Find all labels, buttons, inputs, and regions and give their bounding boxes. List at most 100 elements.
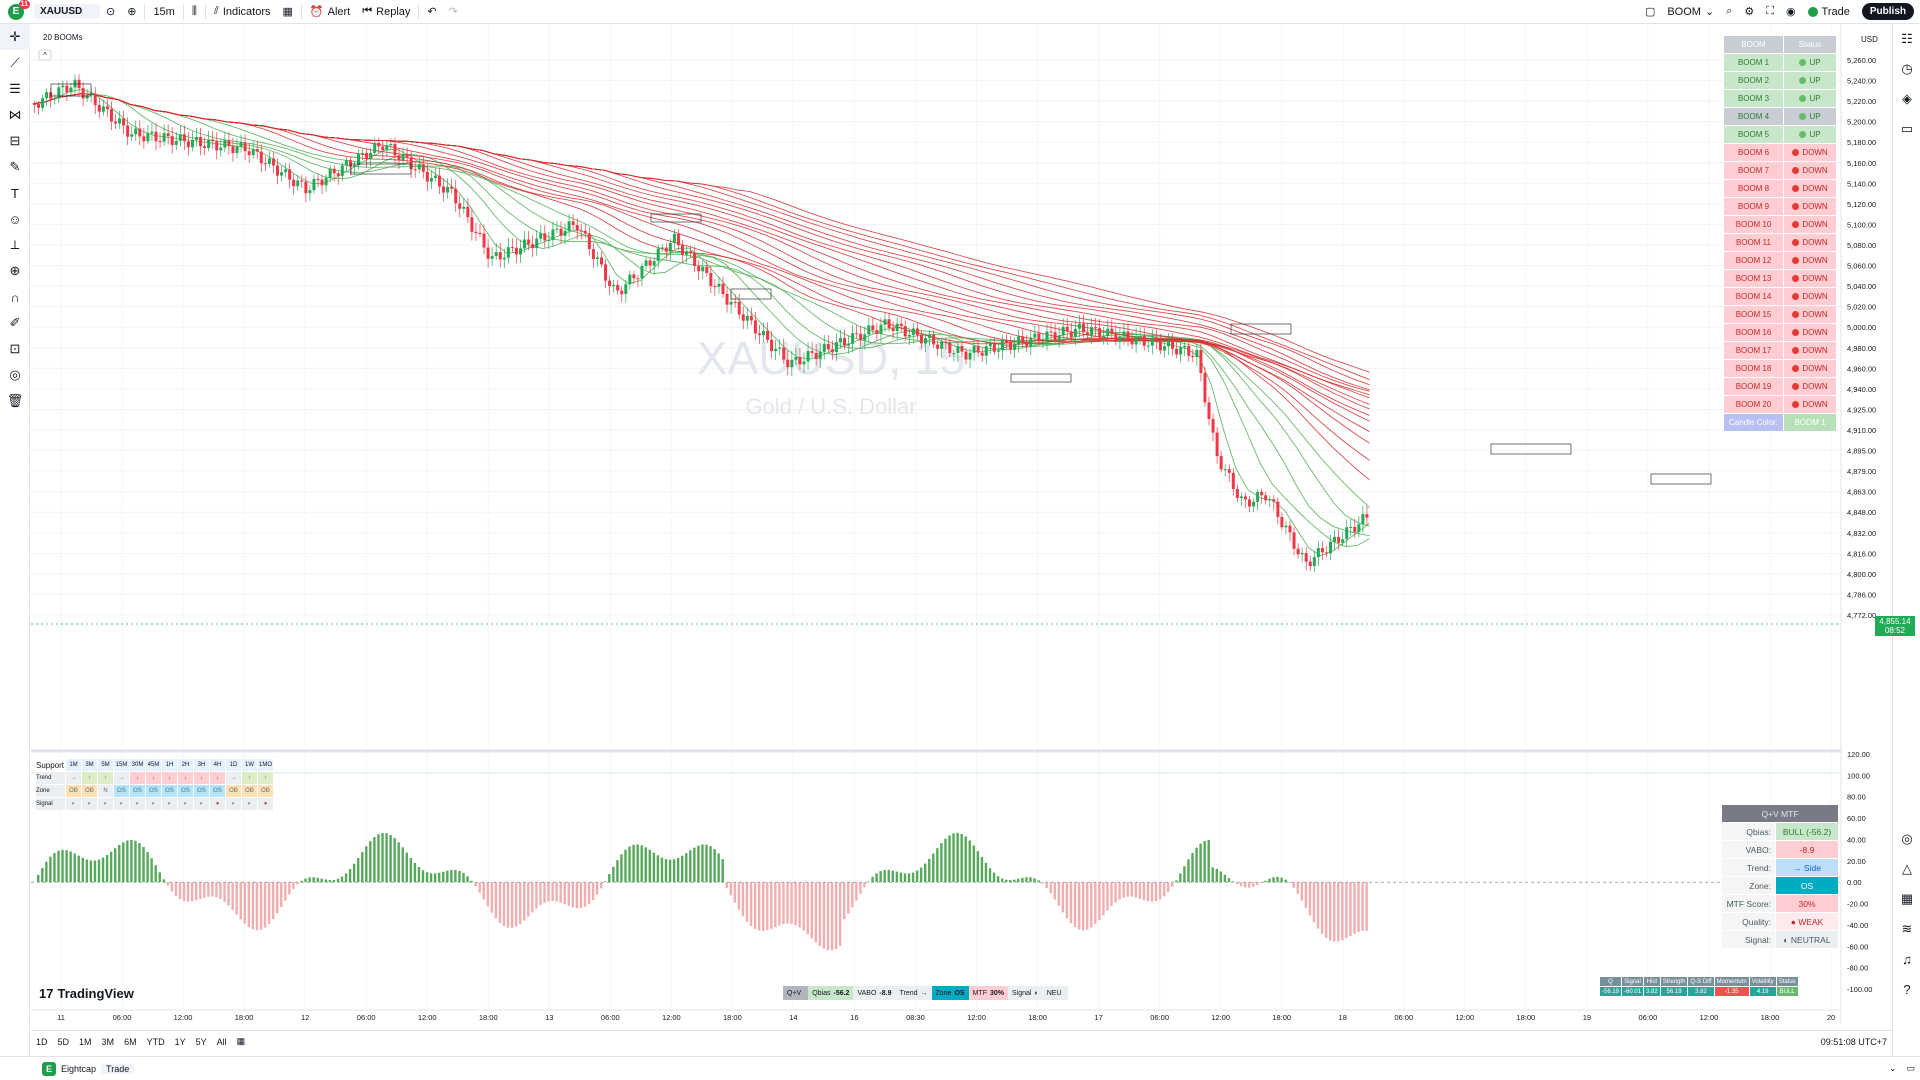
maximize-panel-icon[interactable]: ▭ <box>1906 1063 1915 1073</box>
interval-selector[interactable]: 15m <box>153 5 175 18</box>
chart-canvas[interactable]: XAUUSD, 15 Gold / U.S. Dollar 5,260.005,… <box>31 24 1908 1024</box>
boom-status: DOWN <box>1783 287 1837 306</box>
range-button[interactable]: 3M <box>101 1036 115 1047</box>
range-button[interactable]: 5Y <box>195 1036 207 1047</box>
minimize-panel-icon[interactable]: ⌄ <box>1888 1063 1897 1073</box>
range-button[interactable]: 6M <box>124 1036 137 1047</box>
forecast-icon[interactable]: ⊟ <box>9 133 21 148</box>
osc-tick-label: -40.00 <box>1847 921 1868 930</box>
boom-name: BOOM 17 <box>1723 341 1784 360</box>
histogram-bar <box>555 882 558 902</box>
alerts-clock-icon[interactable]: ◷ <box>1901 61 1913 76</box>
pattern-icon[interactable]: ⋈ <box>8 107 22 122</box>
candle-body <box>988 343 992 347</box>
indicators-button[interactable]: ⫽ Indicators <box>208 0 277 24</box>
collapse-legend-button[interactable] <box>38 49 52 61</box>
range-button[interactable]: All <box>216 1036 227 1047</box>
redo-icon[interactable]: ↷ <box>448 6 458 18</box>
publish-button[interactable]: Publish <box>1861 3 1914 20</box>
histogram-bar <box>101 857 105 883</box>
trash-icon[interactable]: 🗑 <box>6 393 24 408</box>
pine-editor-icon[interactable]: △ <box>1902 861 1912 876</box>
replay-button[interactable]: ⏮ Replay <box>356 0 416 24</box>
indicator-title[interactable]: 20 BOOMs <box>43 33 83 42</box>
candle-type-icon[interactable]: ⫼ <box>191 5 197 17</box>
time-axis[interactable]: 11 06:00 12:00 18:00 12 06:00 12:00 18:00 13 06:0… <box>31 1009 1841 1022</box>
range-box <box>730 288 772 300</box>
drawing-toolbar: ✛ ⟋ ☰ ⋈ ⊟ ✎ T ☺ ⟂ ⊕ ∩ ✐ ⊡ ◎ 🗑 <box>0 24 30 1056</box>
oscillator-axis[interactable]: 120.00 100.00 80.00 60.00 40.00 20.00 0.00 -20.… <box>1847 750 1872 994</box>
candle-body <box>685 251 689 255</box>
stats-value: 3.82 <box>1643 986 1661 997</box>
histogram-bar <box>93 860 97 883</box>
fib-lines-icon[interactable]: ☰ <box>9 81 21 96</box>
emoji-icon[interactable]: ☺ <box>8 211 22 227</box>
notifications-bell-icon[interactable]: ♫ <box>1902 951 1912 967</box>
help-icon[interactable]: ? <box>1903 981 1911 997</box>
currency-label[interactable]: USD <box>1861 35 1878 44</box>
fullscreen-icon[interactable]: ⛶ <box>1766 5 1774 17</box>
candle-body <box>1349 526 1353 528</box>
candle-body <box>790 359 794 368</box>
histogram-bar <box>644 847 647 883</box>
candle-body <box>1021 336 1025 343</box>
brush-icon[interactable]: ✎ <box>9 159 21 174</box>
undo-icon[interactable]: ↶ <box>427 6 437 18</box>
histogram-bar <box>1284 879 1287 883</box>
add-symbol-icon[interactable]: ⊕ <box>127 6 137 18</box>
chart-area[interactable]: XAUUSD, 15 Gold / U.S. Dollar 5,260.00 5,… <box>31 24 1915 1024</box>
histogram-bar <box>1017 878 1020 883</box>
settings-gear-icon[interactable]: ⚙ <box>1744 6 1755 18</box>
snapshot-camera-icon[interactable]: ◉ <box>1785 6 1796 18</box>
layout-name[interactable]: BOOM ⌄ <box>1661 0 1720 24</box>
candle-body <box>114 121 117 124</box>
ruler-icon[interactable]: ⟂ <box>10 237 20 252</box>
range-button[interactable]: 1Y <box>174 1036 186 1047</box>
alert-button[interactable]: ⏰ Alert <box>304 0 356 24</box>
magnet-icon[interactable]: ∩ <box>10 289 20 305</box>
candle-body <box>1333 536 1337 542</box>
compare-icon[interactable]: ⊙ <box>106 6 116 18</box>
footer-trade-button[interactable]: Trade <box>101 1063 135 1074</box>
layout-toggle-icon[interactable]: ▢ <box>1644 6 1656 18</box>
histogram-bar <box>296 882 299 885</box>
ideas-icon[interactable]: ◎ <box>1901 831 1913 846</box>
range-button[interactable]: 1M <box>79 1036 92 1047</box>
trade-button[interactable]: Trade <box>1802 0 1856 24</box>
crosshair-icon[interactable]: ✛ <box>0 24 30 50</box>
object-tree-icon[interactable]: ◈ <box>1902 91 1912 106</box>
symbol-search[interactable]: XAUUSD <box>34 4 100 19</box>
text-icon[interactable]: T <box>11 185 19 201</box>
candle-body <box>470 217 474 232</box>
lock-icon[interactable]: ⊡ <box>9 341 21 356</box>
lock-pencil-icon[interactable]: ✐ <box>9 315 21 330</box>
zoom-in-icon[interactable]: ⊕ <box>9 263 21 278</box>
boom-name: BOOM 10 <box>1723 215 1784 234</box>
calendar-icon[interactable]: ▦ <box>1900 891 1914 906</box>
tradingview-brand[interactable]: 17 TradingView <box>39 986 134 1001</box>
chat-icon[interactable]: ▭ <box>1900 121 1914 136</box>
price-axis[interactable]: 5,260.00 5,240.00 5,220.00 5,200.00 5,180.00… <box>1840 24 1876 1024</box>
candle-body <box>162 133 166 142</box>
broker-name[interactable]: Eightcap <box>61 1063 97 1074</box>
histogram-bar <box>685 853 688 883</box>
broker-logo[interactable]: E 11 <box>8 0 30 20</box>
news-feed-icon[interactable]: ≋ <box>1901 921 1913 936</box>
eye-icon[interactable]: ◎ <box>9 367 21 382</box>
range-button[interactable]: 1D <box>36 1036 48 1047</box>
candle-body <box>211 139 215 142</box>
histogram-bar <box>1118 882 1121 900</box>
range-button[interactable]: 5D <box>57 1036 70 1047</box>
candle-body <box>1175 348 1179 355</box>
range-button[interactable]: YTD <box>146 1036 165 1047</box>
clock-timezone[interactable]: 09:51:08 UTC+7 <box>1820 1036 1887 1047</box>
goto-date-icon[interactable]: ▦ <box>236 1036 246 1046</box>
quick-search-icon[interactable]: ⌕ <box>1726 5 1733 17</box>
mtf-label: Qbias: <box>1721 822 1776 841</box>
watchlist-icon[interactable]: ☷ <box>1901 31 1913 46</box>
support-header-row: Support 1M 3M 5M 15M 30M 45M 1H 2H 3H 4H 1D 1W 1MO <box>35 758 274 772</box>
stats-value: 3.82 <box>1687 986 1715 997</box>
last-price: 4,855.14 <box>1879 617 1911 626</box>
trendline-icon[interactable]: ⟋ <box>10 55 20 70</box>
templates-icon[interactable]: ▦ <box>282 6 293 18</box>
